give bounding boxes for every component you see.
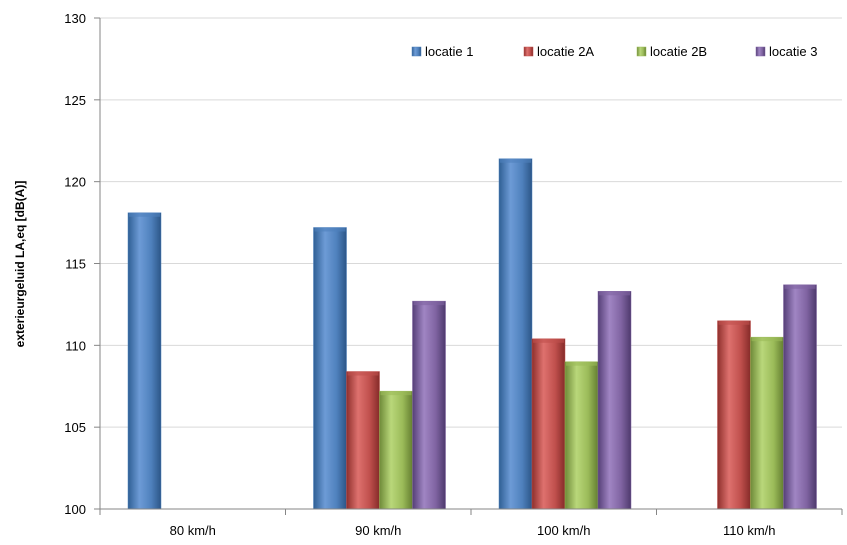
bar — [346, 371, 380, 510]
y-tick-label: 105 — [64, 420, 86, 435]
bar — [597, 291, 632, 510]
bar — [412, 300, 446, 510]
y-axis-ticks: 100 105 110 115 120 125 130 — [64, 11, 101, 517]
y-tick-label: 120 — [64, 175, 86, 190]
legend-item: locatie 2B — [636, 44, 707, 59]
legend-item: locatie 3 — [755, 44, 817, 59]
y-tick-label: 110 — [65, 338, 86, 353]
gridlines — [100, 17, 842, 510]
bar — [564, 361, 599, 510]
legend-item: locatie 2A — [523, 44, 594, 59]
bar — [717, 320, 751, 510]
bar — [379, 390, 413, 510]
legend-swatch — [636, 46, 647, 57]
bar — [498, 158, 533, 510]
x-tick-label: 80 km/h — [170, 523, 216, 538]
x-tick-label: 100 km/h — [537, 523, 590, 538]
bar — [127, 212, 162, 510]
x-axis-ticks: 80 km/h 90 km/h 100 km/h 110 km/h — [99, 509, 843, 538]
x-tick-label: 90 km/h — [355, 523, 401, 538]
bars — [127, 158, 817, 510]
bar — [750, 336, 784, 510]
legend-swatch — [411, 46, 422, 57]
y-tick-label: 125 — [64, 93, 86, 108]
x-tick-label: 110 km/h — [723, 523, 776, 538]
bar — [313, 227, 347, 510]
legend-item: locatie 1 — [411, 44, 473, 59]
legend-label: locatie 3 — [769, 44, 817, 59]
y-axis-title: exterieurgeluid LA,eq [dB(A)] — [13, 181, 27, 348]
legend-swatch — [755, 46, 766, 57]
legend-label: locatie 2A — [537, 44, 594, 59]
legend-label: locatie 2B — [650, 44, 707, 59]
y-tick-label: 100 — [64, 502, 86, 517]
legend-swatch — [523, 46, 534, 57]
legend: locatie 1 locatie 2A locatie 2B locatie 3 — [411, 44, 817, 59]
y-tick-label: 130 — [64, 11, 86, 26]
bar — [783, 284, 817, 510]
bar — [531, 338, 566, 510]
legend-label: locatie 1 — [425, 44, 473, 59]
y-tick-label: 115 — [65, 257, 86, 272]
